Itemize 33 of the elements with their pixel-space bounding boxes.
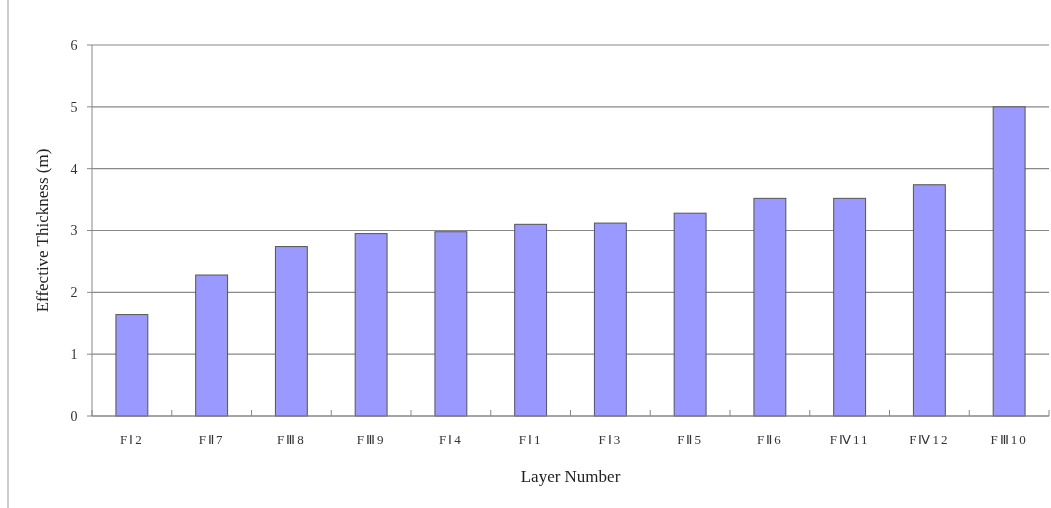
bar [833,197,867,417]
y-tick-label: 5 [70,99,78,115]
y-tick-label: 3 [70,223,78,239]
bar [673,212,707,417]
y-tick-label: 1 [70,347,78,363]
bar [354,233,388,417]
x-axis-title: Layer Number [520,467,621,486]
y-tick-label: 0 [70,408,78,424]
bar [434,231,468,417]
y-tick-label: 2 [70,285,78,301]
bar [195,274,229,417]
x-tick-label: FⅡ5 [677,432,703,447]
x-tick-label: FⅢ10 [990,432,1028,447]
bar [274,246,308,417]
bar [514,223,548,417]
bar [992,106,1026,417]
bar [115,314,149,417]
bar [912,184,946,417]
x-tick-label: FⅢ9 [356,432,386,447]
x-tick-label: FⅡ7 [198,432,225,447]
x-tick-label: FⅠ2 [120,432,144,447]
x-tick-label: FⅡ6 [757,432,783,447]
x-tick-label: FⅢ8 [277,432,306,447]
x-tick-label: FⅠ3 [598,432,623,447]
x-tick-label: FⅠ4 [439,432,463,447]
x-tick-label: FⅠ1 [518,432,543,447]
y-axis-title: Effective Thickness (m) [33,148,52,313]
x-tick-label: FⅣ12 [909,432,950,447]
bar [753,197,787,417]
x-tick-label: FⅣ11 [829,432,870,447]
bar [593,222,627,417]
y-tick-label: 6 [70,37,78,53]
y-tick-label: 4 [70,161,78,177]
